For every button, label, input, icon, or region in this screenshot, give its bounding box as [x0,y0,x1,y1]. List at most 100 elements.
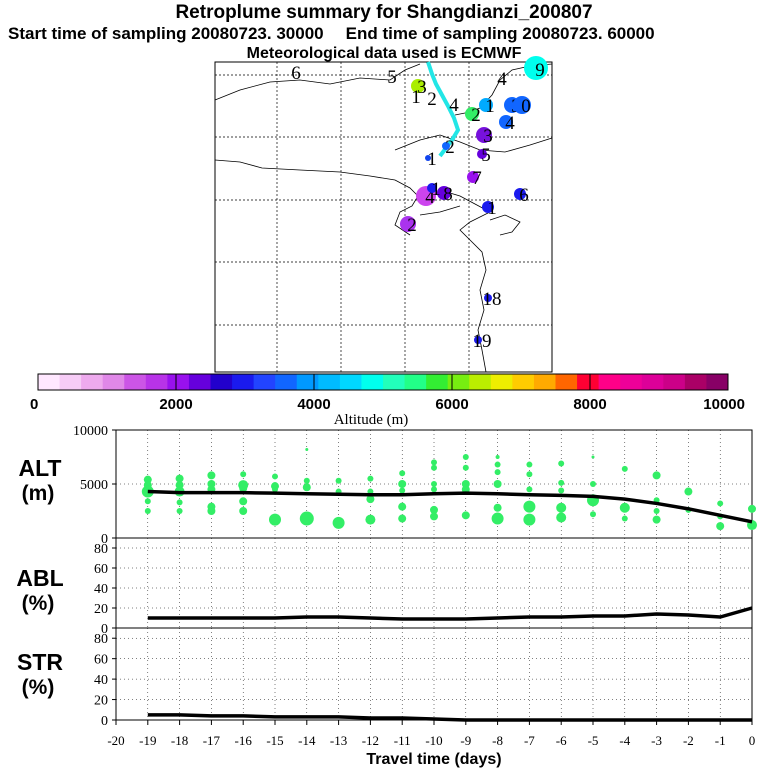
colorbar-cell [663,374,686,390]
marker-label: 1 [485,96,495,117]
alt-series-line [147,489,753,524]
str-y-tick-label: 60 [94,653,108,668]
alt-scatter-point [239,497,248,506]
alt-scatter-point [399,487,406,494]
alt-scatter-point [431,459,437,466]
colorbar-cell [188,374,211,390]
alt-scatter-point [652,515,661,524]
colorbar-cell [81,374,104,390]
alt-y-tick-label: 10000 [73,424,108,439]
colorbar-tick-label: 2000 [159,396,192,413]
marker-label: 4 [505,113,515,134]
colorbar-cell [210,374,233,390]
alt-scatter-point [398,514,407,523]
x-tick-label: -17 [203,733,221,748]
marker-dot [437,186,451,200]
alt-scatter-point [526,461,533,468]
x-tick-label: -5 [588,733,599,748]
marker-label: 0 [521,96,531,117]
colorbar-cell [296,374,319,390]
map-marker: 5 [387,67,397,88]
colorbar-cell [339,374,362,390]
alt-scatter-point [305,447,309,451]
x-tick-label: -14 [298,733,316,748]
alt-scatter-point [621,515,628,522]
met-data-label: Meteorological data used is ECMWF [246,45,522,62]
x-tick-label: -8 [492,733,503,748]
abl-series-line [147,606,753,621]
alt-scatter-point [523,500,536,513]
alt-scatter-point [523,513,536,526]
alt-scatter-point [239,484,248,493]
alt-scatter-point [144,508,151,514]
marker-label: 4 [497,69,507,90]
map-marker: 1 [425,149,437,170]
alt-scatter-point [431,486,437,493]
alt-scatter-point [367,475,374,482]
map-marker: 1 [427,179,441,200]
map-marker: 5 [477,145,491,166]
colorbar-cell [426,374,449,390]
str-axis-label: STR [17,649,63,675]
alt-scatter-point [556,512,567,523]
str-y-tick-label: 0 [101,714,108,729]
alt-scatter-point [431,464,437,471]
x-tick-label: -18 [171,733,188,748]
marker-label: 2 [445,137,455,158]
alt-scatter-point [652,471,661,480]
x-tick-label: -11 [394,733,411,748]
alt-scatter-point [495,455,500,459]
colorbar-cell [641,374,664,390]
marker-label: 1 [411,87,421,108]
time-series-panels: 1000050000ALT(m)806040200ABL(%)806040200… [16,424,757,768]
colorbar-cell [167,374,190,390]
alt-y-tick-label: 5000 [80,478,108,493]
colorbar-cell [383,374,406,390]
x-tick-label: -12 [362,733,379,748]
marker-label: 6 [519,185,529,206]
abl-unit-label: (%) [22,592,55,615]
marker-dot [484,294,492,302]
colorbar-cell [512,374,535,390]
alt-scatter-point [398,480,407,488]
map-marker: 2 [427,89,437,110]
start-time-label: Start time of sampling 20080723. 30000 [8,24,324,43]
x-tick-label: -13 [330,733,347,748]
alt-scatter-point [175,474,184,483]
alt-scatter-point [176,508,183,514]
x-tick-label: -1 [715,733,726,748]
abl-panel: 80 60 40 20 0 ABL(%) [16,537,753,637]
alt-scatter-point [399,470,406,477]
x-axis-label: Travel time (days) [366,751,501,768]
colorbar-cell [145,374,168,390]
colorbar-tick-label: 4000 [297,396,330,413]
map-marker-corner: 9 [524,56,548,81]
alt-scatter-point [748,504,756,513]
alt-scatter-point [558,487,565,494]
map-marker: 2 [400,215,417,236]
map-borders [214,63,553,373]
map-marker: 18 [483,289,502,310]
marker-label: 4 [425,187,435,208]
marker-label: 7 [472,168,482,189]
colorbar-cell [684,374,707,390]
colorbar-cell [469,374,492,390]
marker-label: 2 [427,89,437,110]
colorbar-cell [598,374,621,390]
alt-scatter-point [272,473,278,480]
colorbar-tick-label: 8000 [573,396,606,413]
alt-scatter-point [207,471,216,480]
str-panel: 80 60 40 20 0 STR(%) [17,627,753,729]
alt-scatter-point [494,461,501,468]
map-marker: 2 [465,105,481,126]
alt-scatter-point [303,477,310,484]
alt-scatter-point [335,477,342,484]
abl-y-tick-label: 80 [94,542,108,557]
alt-axis-label: ALT [18,455,61,481]
map-marker: 3 [411,77,427,98]
alt-scatter-point [717,500,724,507]
map-marker: 0 [513,96,531,117]
x-tick-label: -3 [651,733,662,748]
colorbar-tick-label: 6000 [435,396,468,413]
str-y-tick-label: 40 [94,673,108,688]
